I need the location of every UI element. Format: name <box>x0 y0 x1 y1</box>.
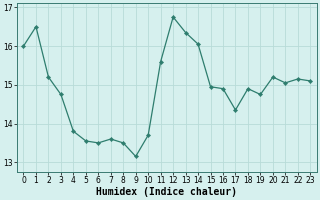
X-axis label: Humidex (Indice chaleur): Humidex (Indice chaleur) <box>96 186 237 197</box>
